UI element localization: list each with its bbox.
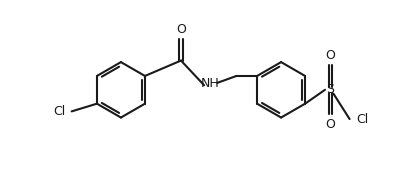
Text: O: O [326, 117, 335, 130]
Text: NH: NH [201, 77, 220, 90]
Text: S: S [326, 83, 335, 96]
Text: Cl: Cl [356, 113, 368, 126]
Text: Cl: Cl [53, 105, 66, 118]
Text: O: O [176, 23, 186, 36]
Text: O: O [326, 49, 335, 62]
